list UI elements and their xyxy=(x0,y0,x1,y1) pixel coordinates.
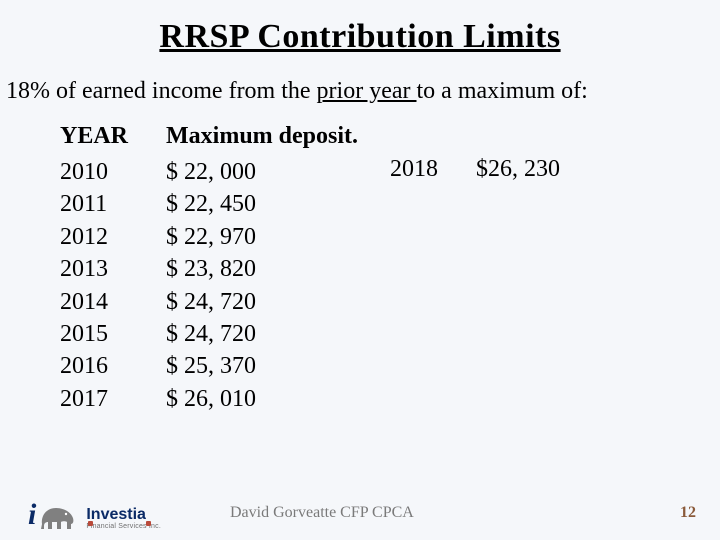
cell-year: 2017 xyxy=(60,383,160,415)
table-row: 2017 $ 26, 010 xyxy=(60,383,720,415)
extra-amount: $26, 230 xyxy=(476,156,560,182)
subtitle: 18% of earned income from the prior year… xyxy=(0,78,720,105)
cell-amount: $ 23, 820 xyxy=(166,253,256,285)
cell-year: 2010 xyxy=(60,156,160,188)
cell-amount: $ 22, 970 xyxy=(166,221,256,253)
cell-amount: $ 24, 720 xyxy=(166,318,256,350)
table-row: 2016 $ 25, 370 xyxy=(60,350,720,382)
table-row: 2012 $ 22, 970 xyxy=(60,221,720,253)
page-number: 12 xyxy=(680,504,696,522)
subtitle-underlined: prior year xyxy=(317,78,417,104)
logo-ia: i xyxy=(28,500,76,530)
logo: i Investia Financial Services Inc. xyxy=(28,500,161,530)
footer-author: David Gorveatte CFP CPCA xyxy=(230,504,414,522)
cell-amount: $ 26, 010 xyxy=(166,383,256,415)
cell-year: 2016 xyxy=(60,350,160,382)
subtitle-prefix: 18% of earned income from the xyxy=(6,78,317,104)
accent-dot-icon xyxy=(88,521,93,526)
header-deposit: Maximum deposit. xyxy=(166,123,358,150)
page-title: RRSP Contribution Limits xyxy=(0,18,720,56)
table-header: YEAR Maximum deposit. xyxy=(60,123,720,150)
cell-amount: $ 22, 450 xyxy=(166,188,256,220)
table-row: 2015 $ 24, 720 xyxy=(60,318,720,350)
cell-year: 2014 xyxy=(60,286,160,318)
header-year: YEAR xyxy=(60,123,160,150)
subtitle-suffix: to a maximum of: xyxy=(417,78,588,104)
cell-amount: $ 24, 720 xyxy=(166,286,256,318)
cell-year: 2015 xyxy=(60,318,160,350)
slide: RRSP Contribution Limits 18% of earned i… xyxy=(0,0,720,540)
cell-year: 2011 xyxy=(60,188,160,220)
logo-investia: Investia Financial Services Inc. xyxy=(86,507,161,530)
table-row: 2011 $ 22, 450 xyxy=(60,188,720,220)
extra-row: 2018 $26, 230 xyxy=(390,156,560,183)
contribution-table: YEAR Maximum deposit. 2010 $ 22, 000 201… xyxy=(0,123,720,415)
table-rows: 2010 $ 22, 000 2011 $ 22, 450 2012 $ 22,… xyxy=(60,156,720,415)
cell-year: 2013 xyxy=(60,253,160,285)
table-row: 2014 $ 24, 720 xyxy=(60,286,720,318)
cell-amount: $ 25, 370 xyxy=(166,350,256,382)
elephant-icon xyxy=(38,502,76,530)
logo-letter: i xyxy=(28,500,36,530)
table-row: 2013 $ 23, 820 xyxy=(60,253,720,285)
cell-amount: $ 22, 000 xyxy=(166,156,256,188)
cell-year: 2012 xyxy=(60,221,160,253)
accent-dot-icon xyxy=(146,521,151,526)
extra-year: 2018 xyxy=(390,156,470,183)
